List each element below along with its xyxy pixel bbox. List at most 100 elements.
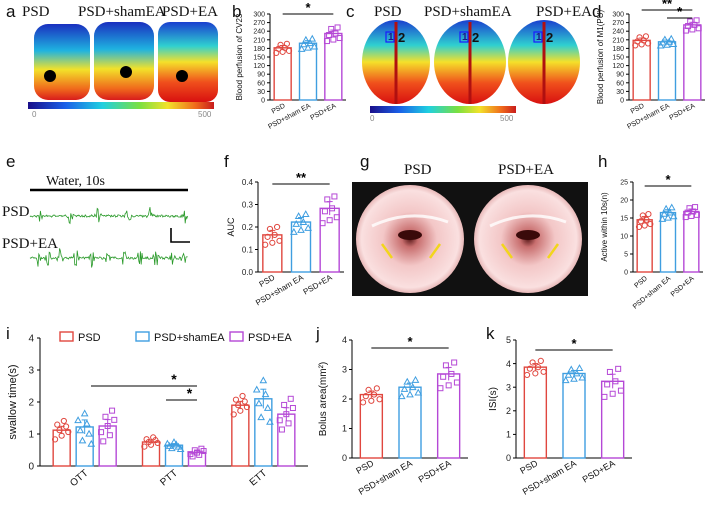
y-axis-label: Active within 10s(n) — [600, 192, 609, 262]
data-point — [111, 416, 118, 423]
x-tick-label: PTT — [158, 468, 180, 489]
data-point — [609, 390, 616, 397]
data-point — [200, 448, 207, 455]
data-point — [310, 42, 319, 50]
panel-c-images: PSD PSD+shamEA PSD+EA 1 2 1 2 1 2 0 500 — [360, 0, 596, 130]
emg-trace-psd — [29, 207, 188, 225]
y-tick-label: 0.4 — [242, 178, 254, 187]
data-point — [442, 362, 449, 369]
data-point — [141, 443, 148, 450]
significance-star: * — [665, 172, 671, 187]
data-point — [276, 237, 283, 244]
stimulus-label: Water, 10s — [46, 174, 105, 189]
data-point — [564, 370, 573, 378]
bar — [231, 404, 250, 467]
y-tick-label: 1 — [28, 430, 34, 441]
y-tick-label: 210 — [253, 37, 265, 44]
endo-title-ea: PSD+EA — [498, 162, 554, 178]
y-tick-label: 5 — [506, 335, 511, 345]
data-point — [376, 396, 383, 403]
y-tick-label: 150 — [612, 54, 624, 61]
data-point — [612, 378, 619, 385]
roi-label-1-sham: 1 — [462, 32, 468, 43]
x-tick-label: PSD+EA — [309, 102, 337, 121]
data-point — [304, 223, 312, 231]
panel-label-a: a — [6, 2, 16, 21]
data-point — [641, 222, 648, 229]
arrow-psd-left — [380, 243, 394, 259]
data-point — [532, 370, 539, 377]
panel-label-b: b — [232, 2, 242, 21]
data-point — [578, 373, 587, 381]
panel-g-images: PSD PSD+EA — [352, 160, 588, 296]
panel-c-title-psd: PSD — [374, 4, 402, 20]
data-point — [662, 204, 670, 212]
data-point — [572, 369, 581, 377]
y-tick-label: 300 — [612, 11, 624, 18]
y-tick-label: 4 — [506, 359, 511, 369]
data-point — [261, 390, 270, 398]
bar — [562, 372, 586, 459]
data-point — [239, 392, 246, 400]
data-point — [331, 193, 338, 200]
y-tick-label: 90 — [616, 72, 624, 79]
data-point — [669, 40, 678, 47]
arrow-ea-right — [546, 243, 560, 259]
data-point — [58, 432, 65, 439]
data-point — [400, 384, 409, 392]
y-tick-label: 120 — [253, 63, 265, 70]
y-tick-label: 0 — [28, 462, 34, 473]
y-tick-label: 5 — [624, 251, 628, 258]
bar — [657, 41, 677, 101]
y-tick-label: 0 — [624, 269, 628, 276]
y-tick-label: 300 — [253, 11, 265, 18]
y-tick-label: 90 — [257, 72, 265, 79]
x-tick-label: PSD — [271, 103, 287, 116]
x-tick-label: ETT — [248, 468, 270, 489]
x-tick-label: PSD+EA — [302, 273, 335, 297]
data-point — [289, 405, 296, 412]
roi-label-1-ea: 1 — [536, 32, 542, 43]
data-point — [615, 365, 622, 372]
data-point — [604, 381, 611, 388]
data-point — [637, 218, 645, 225]
x-tick-label: PSD+EA — [668, 102, 696, 121]
y-tick-label: 30 — [616, 89, 624, 96]
y-tick-label: 3 — [506, 382, 511, 392]
data-point — [437, 385, 444, 392]
bar — [683, 24, 702, 101]
y-tick-label: 0.0 — [242, 268, 254, 277]
data-point — [294, 212, 303, 220]
roi-label-2-ea: 2 — [546, 30, 554, 45]
data-point — [537, 357, 544, 365]
data-point — [147, 441, 155, 448]
data-point — [308, 34, 317, 42]
data-point — [370, 391, 378, 398]
data-point — [299, 40, 308, 48]
bar — [683, 210, 700, 273]
data-point — [688, 212, 695, 219]
panel-label-c: c — [346, 2, 355, 21]
data-point — [645, 210, 652, 218]
speckle-image-sham — [94, 22, 154, 100]
trace-label-psd: PSD — [2, 204, 30, 220]
data-point — [567, 365, 576, 373]
speckle-image-psd — [34, 24, 90, 100]
x-tick-label: PSD — [633, 275, 649, 290]
data-point — [411, 375, 420, 383]
data-point — [104, 423, 111, 429]
x-tick-label: PSD — [354, 458, 375, 476]
data-point — [235, 402, 242, 409]
y-tick-label: 2 — [506, 406, 511, 416]
data-point — [154, 439, 161, 447]
y-tick-label: 1 — [506, 430, 511, 440]
data-point — [51, 436, 59, 443]
data-point — [660, 209, 669, 217]
significance-star: ** — [662, 0, 673, 11]
chart-i: 0 1 2 3 4 swallow time(s) OTT PTT ETT * * PSD PSD+sh… — [7, 331, 308, 489]
data-point — [189, 453, 196, 460]
